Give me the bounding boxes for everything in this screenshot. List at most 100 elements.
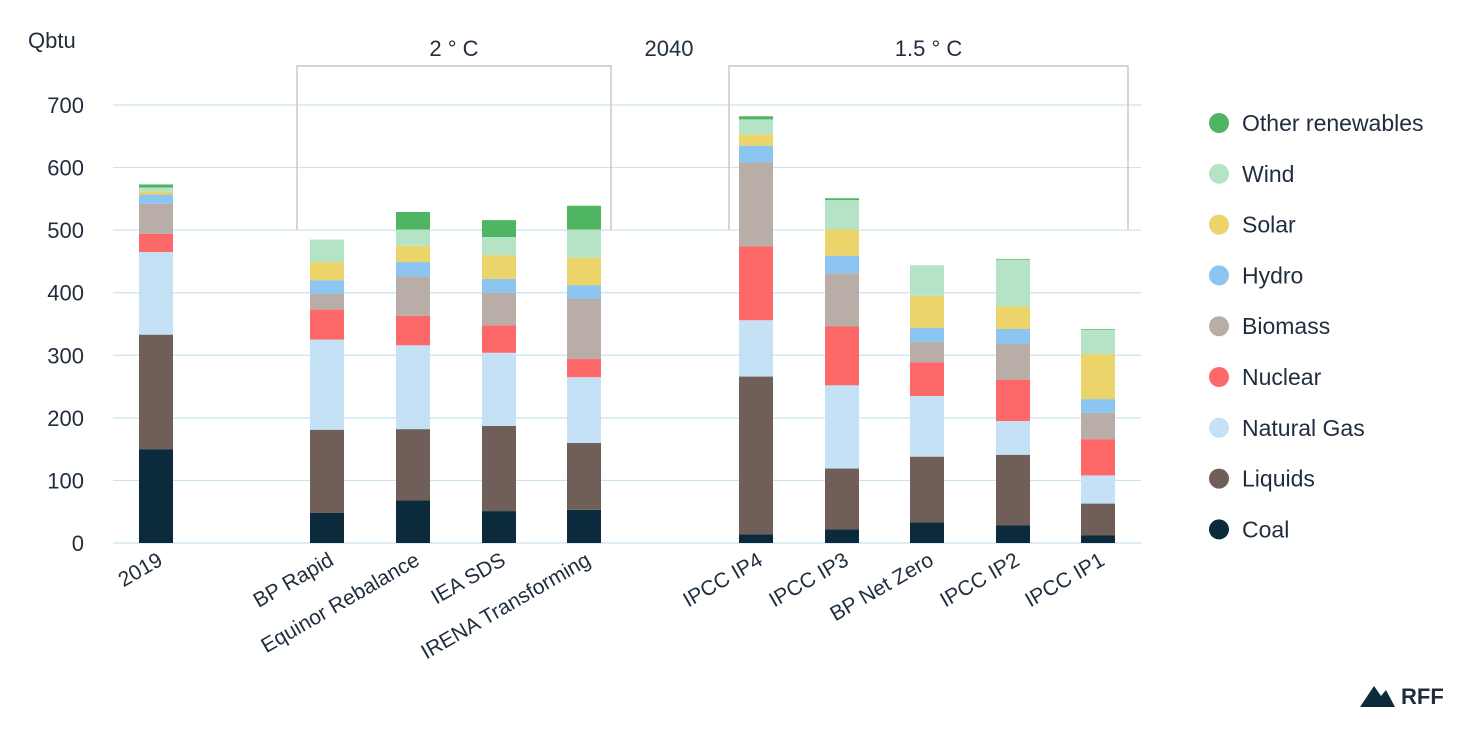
legend-swatch [1209, 265, 1229, 286]
bar-segment [310, 339, 344, 430]
bar-segment [910, 327, 944, 343]
bar-segment [139, 233, 173, 253]
bar-segment [396, 315, 430, 346]
y-tick-label: 200 [47, 406, 84, 431]
legend-item: Liquids [1209, 466, 1315, 492]
legend-swatch [1209, 214, 1229, 235]
bar-stack [482, 220, 516, 543]
legend-item: Other renewables [1209, 110, 1424, 136]
bar-segment [567, 359, 601, 378]
bar-segment [396, 500, 430, 543]
bar-segment [825, 255, 859, 274]
bar-segment [139, 187, 173, 192]
bar-segment [996, 525, 1030, 543]
rff-logo: RFF [1360, 684, 1444, 709]
bar-segment [1081, 329, 1115, 330]
legend-item: Biomass [1209, 313, 1330, 339]
bar-stack [1081, 329, 1115, 543]
bar-segment [996, 258, 1030, 260]
mountain-logo-icon [1360, 686, 1395, 707]
bar-segment [910, 265, 944, 296]
legend-label: Liquids [1242, 466, 1315, 492]
group-label-bg [402, 30, 506, 64]
legend-label: Nuclear [1242, 364, 1322, 390]
group-label-year: 2040 [645, 36, 694, 61]
bar-segment [1081, 475, 1115, 504]
bar-segment [482, 425, 516, 512]
bar-segment [139, 191, 173, 195]
y-tick-label: 600 [47, 156, 84, 181]
bar-segment [739, 162, 773, 247]
bar-segment [739, 320, 773, 377]
bar-segment [996, 329, 1030, 345]
bar-stack [825, 198, 859, 543]
bar-segment [1081, 535, 1115, 543]
bar-segment [825, 229, 859, 256]
bar-segment [825, 385, 859, 469]
bar-segment [396, 245, 430, 263]
bar-segment [910, 362, 944, 396]
bar-segment [139, 252, 173, 335]
group-label-bg [876, 30, 981, 64]
group-bracket [728, 65, 1129, 230]
x-tick-label: IPCC IP1 [1021, 548, 1108, 612]
bar-segment [482, 220, 516, 238]
bar-segment [139, 449, 173, 543]
bar-segment [739, 145, 773, 163]
legend-label: Other renewables [1242, 110, 1424, 136]
logo-text: RFF [1401, 684, 1444, 709]
bar-segment [910, 395, 944, 457]
bar-segment [910, 295, 944, 328]
legend-swatch [1209, 367, 1229, 387]
bar-segment [739, 134, 773, 146]
legend: Other renewables Wind Solar Hydro Biomass Nuc… [1209, 110, 1424, 542]
legend-item: Natural Gas [1209, 415, 1365, 441]
legend-label: Natural Gas [1242, 415, 1365, 441]
bar-segment [910, 456, 944, 523]
group-bracket [296, 65, 612, 230]
bar-segment [482, 237, 516, 256]
bar-segment [739, 116, 773, 120]
bar-segment [996, 454, 1030, 526]
bar-segment [1081, 439, 1115, 476]
bar-segment [1081, 412, 1115, 440]
bar-stack [739, 116, 773, 543]
bar-segment [139, 184, 173, 188]
legend-label: Solar [1242, 212, 1296, 238]
bar-segment [1081, 329, 1115, 355]
bar-segment [996, 420, 1030, 455]
y-tick-label: 300 [47, 343, 84, 368]
bar-segment [567, 205, 601, 230]
bar-segment [482, 352, 516, 426]
bar-segment [567, 285, 601, 299]
gridlines [113, 104, 1141, 544]
bar-segment [739, 534, 773, 543]
bar-segment [567, 257, 601, 286]
bar-segment [139, 194, 173, 204]
bar-segment [567, 509, 601, 543]
legend-swatch [1209, 113, 1229, 133]
legend-item: Hydro [1209, 262, 1303, 288]
bar-segment [396, 262, 430, 277]
bar-segment [310, 429, 344, 513]
bar-segment [739, 376, 773, 535]
legend-swatch [1209, 468, 1229, 489]
bar-segment [482, 292, 516, 326]
bar-segment [996, 344, 1030, 380]
bar-segment [825, 326, 859, 386]
bar-segment [396, 211, 430, 230]
legend-item: Wind [1209, 161, 1294, 187]
bar-segment [482, 511, 516, 543]
bar-segment [567, 377, 601, 443]
bar-segment [996, 306, 1030, 330]
bar-segment [910, 342, 944, 363]
bar-segment [825, 273, 859, 327]
bar-stack [996, 258, 1030, 543]
bar-segment [739, 246, 773, 321]
bars [139, 116, 1115, 543]
y-tick-label: 400 [47, 281, 84, 306]
bar-segment [396, 429, 430, 501]
x-tick-label: IPCC IP2 [936, 548, 1023, 612]
legend-item: Coal [1209, 516, 1289, 542]
